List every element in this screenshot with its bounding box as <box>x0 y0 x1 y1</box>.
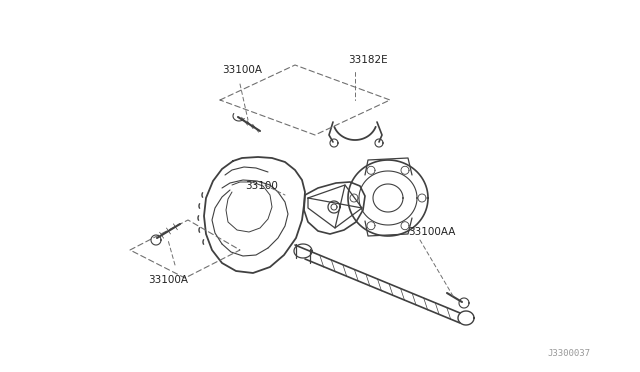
Text: 33100AA: 33100AA <box>408 227 456 237</box>
Text: J3300037: J3300037 <box>547 349 590 358</box>
Polygon shape <box>458 311 474 325</box>
Polygon shape <box>375 139 383 147</box>
Polygon shape <box>401 166 409 174</box>
Polygon shape <box>459 298 469 308</box>
Polygon shape <box>294 244 312 258</box>
Polygon shape <box>330 139 338 147</box>
Polygon shape <box>367 166 375 174</box>
Polygon shape <box>328 201 340 213</box>
Polygon shape <box>367 222 375 230</box>
Text: 33100: 33100 <box>246 181 278 191</box>
Text: 33182E: 33182E <box>348 55 388 65</box>
Text: 33100A: 33100A <box>222 65 262 75</box>
Polygon shape <box>348 160 428 236</box>
Polygon shape <box>151 235 161 245</box>
Polygon shape <box>418 194 426 202</box>
Polygon shape <box>401 222 409 230</box>
Polygon shape <box>350 194 358 202</box>
Text: 33100A: 33100A <box>148 275 188 285</box>
